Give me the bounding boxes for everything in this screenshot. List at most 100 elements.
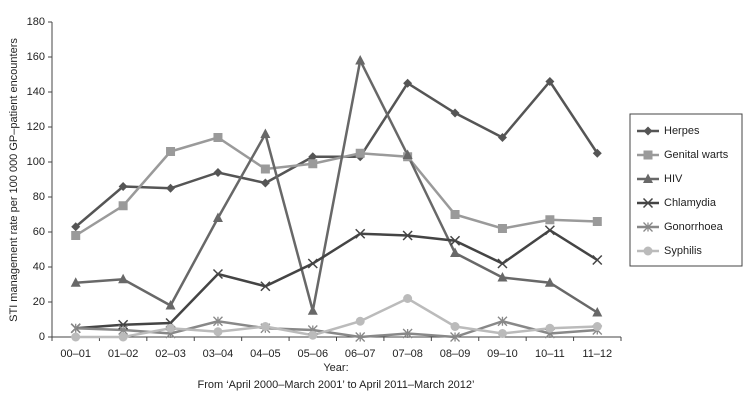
x-tick-label: 03–04 <box>203 348 234 360</box>
data-point <box>212 268 223 280</box>
x-tick-label: 05–06 <box>297 348 328 360</box>
legend-label: HIV <box>664 173 683 185</box>
data-point <box>118 332 128 342</box>
y-tick-label: 20 <box>33 296 45 308</box>
legend-box <box>629 113 743 267</box>
series-line <box>75 319 598 339</box>
x-tick-label: 07–08 <box>392 348 423 360</box>
data-point <box>307 305 318 315</box>
data-point <box>70 323 81 334</box>
series-line <box>75 228 598 330</box>
data-point <box>70 277 81 287</box>
legend-marker <box>643 126 653 136</box>
x-tick-label: 11–12 <box>582 348 612 360</box>
y-tick-label: 100 <box>27 156 45 168</box>
data-point <box>71 222 81 232</box>
x-axis-label: Year: <box>323 362 348 374</box>
y-tick-label: 40 <box>33 261 45 273</box>
x-tick-label: 09–10 <box>487 348 518 360</box>
data-point <box>213 133 223 142</box>
y-axis-label: STI management rate per 100 000 GP–patie… <box>8 38 20 322</box>
data-point <box>71 332 81 342</box>
data-point <box>450 332 461 342</box>
data-point <box>497 258 508 269</box>
data-point <box>355 316 365 326</box>
x-tick-label: 02–03 <box>155 348 186 360</box>
y-tick-label: 160 <box>27 51 45 63</box>
data-point <box>497 272 508 282</box>
data-point <box>355 55 366 65</box>
data-point <box>212 212 223 222</box>
x-axis-sublabel: From ‘April 2000–March 2001’ to April 20… <box>198 379 475 391</box>
data-point <box>308 330 318 340</box>
data-point <box>545 323 555 333</box>
data-point <box>307 258 318 269</box>
y-tick-label: 180 <box>27 16 45 28</box>
data-point <box>118 201 128 211</box>
data-point <box>592 217 602 226</box>
data-point <box>71 231 81 240</box>
data-point <box>166 147 176 156</box>
data-point <box>260 128 271 138</box>
legend-marker <box>643 173 653 183</box>
series-line <box>75 136 598 237</box>
data-point <box>166 183 176 193</box>
legend-label: Chlamydia <box>664 197 717 209</box>
legend-marker <box>643 222 653 232</box>
data-point <box>545 77 555 86</box>
legend-marker <box>643 150 653 160</box>
data-point <box>497 133 507 142</box>
data-point <box>402 149 413 159</box>
data-point <box>497 329 507 338</box>
data-point <box>213 327 223 337</box>
data-point <box>403 294 413 303</box>
data-point <box>450 108 460 118</box>
x-tick-label: 08–09 <box>440 348 471 360</box>
data-point <box>403 78 413 88</box>
data-point <box>450 247 461 257</box>
data-point <box>592 254 603 266</box>
data-point <box>450 210 460 219</box>
data-point <box>260 281 271 292</box>
data-point <box>212 316 223 327</box>
data-point <box>402 328 413 339</box>
data-point <box>260 178 270 188</box>
data-point <box>497 224 507 233</box>
data-point <box>260 164 270 174</box>
y-tick-label: 80 <box>33 191 45 203</box>
data-point <box>450 322 460 331</box>
series-line <box>75 56 598 314</box>
data-point <box>118 182 128 191</box>
y-tick-label: 140 <box>27 86 45 98</box>
data-point <box>355 148 365 158</box>
data-point <box>592 148 602 158</box>
legend-marker <box>642 197 654 209</box>
data-point <box>592 307 603 317</box>
series-line <box>74 79 599 228</box>
x-tick-label: 01–02 <box>108 348 139 360</box>
data-point <box>165 300 176 310</box>
data-point <box>118 273 129 284</box>
data-point <box>450 235 461 246</box>
data-point <box>355 332 366 342</box>
x-tick-label: 00–01 <box>60 348 91 360</box>
data-point <box>213 168 223 177</box>
data-point <box>308 152 318 162</box>
y-tick-label: 120 <box>27 121 45 133</box>
legend-label: Genital warts <box>664 149 729 161</box>
legend-label: Herpes <box>664 125 700 137</box>
data-point <box>402 230 413 241</box>
data-point <box>545 215 555 225</box>
legend-marker <box>643 246 653 256</box>
legend-label: Syphilis <box>664 245 702 257</box>
x-tick-label: 04–05 <box>250 348 281 360</box>
data-point <box>592 322 602 331</box>
data-point <box>260 322 270 331</box>
data-point <box>544 225 555 236</box>
legend-label: Gonorrhoea <box>664 221 724 233</box>
data-point <box>497 316 508 327</box>
y-tick-label: 0 <box>39 331 45 343</box>
data-point <box>166 323 176 333</box>
data-point <box>355 228 366 239</box>
